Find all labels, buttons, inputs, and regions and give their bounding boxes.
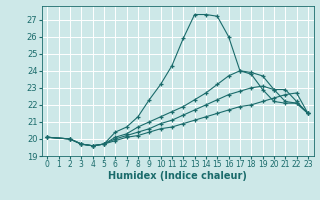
X-axis label: Humidex (Indice chaleur): Humidex (Indice chaleur) [108,171,247,181]
